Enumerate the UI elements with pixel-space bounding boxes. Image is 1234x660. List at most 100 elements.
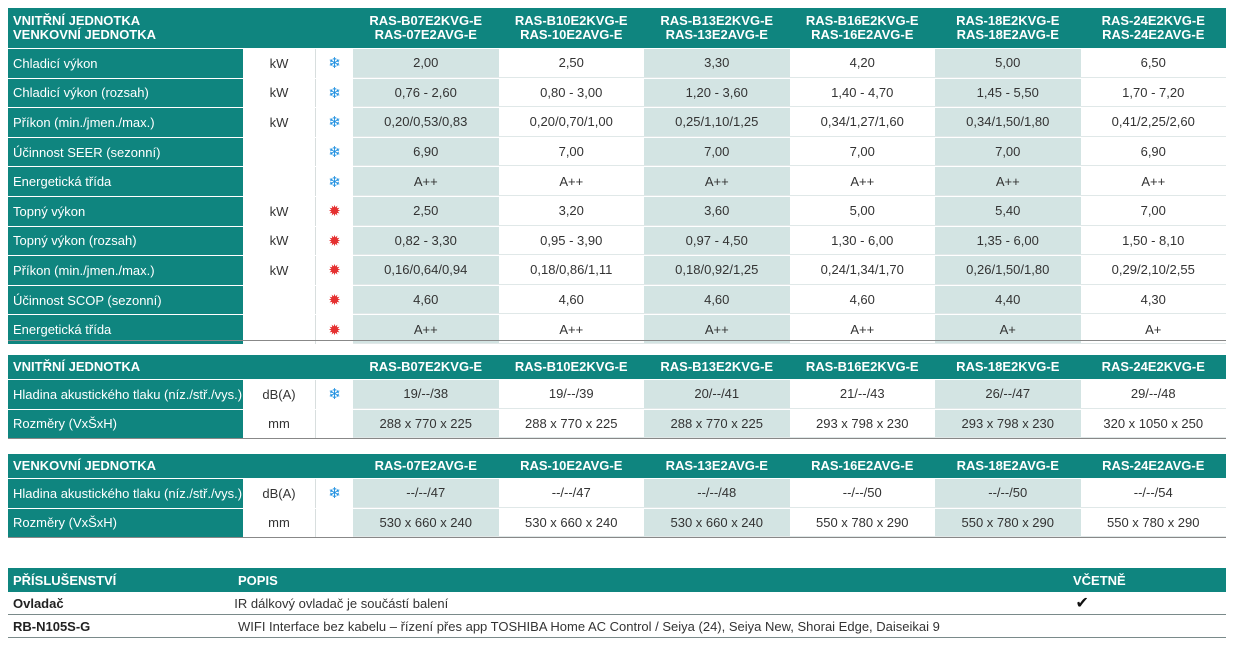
row-label: Účinnost SEER (sezonní) xyxy=(8,137,243,167)
model-header: RAS-18E2AVG-E xyxy=(956,458,1059,473)
value-cell: 6,90 xyxy=(353,137,499,167)
value-cell: --/--/48 xyxy=(644,479,790,508)
row-label: Chladicí výkon xyxy=(8,49,243,78)
value-cell: 1,35 - 6,00 xyxy=(935,226,1081,256)
empty-icon-cell xyxy=(316,508,353,537)
value-cell: 4,60 xyxy=(644,285,790,315)
table-header: VNITŘNÍ JEDNOTKA RAS-B07E2KVG-E RAS-B10E… xyxy=(8,355,1226,380)
value-cell: --/--/50 xyxy=(935,479,1081,508)
snowflake-icon: ❄ xyxy=(316,479,353,508)
value-cell: 2,50 xyxy=(498,49,644,78)
value-cell: 288 x 770 x 225 xyxy=(644,409,790,438)
model-header: RAS-B07E2KVG-E xyxy=(369,359,483,374)
row-label: Hladina akustického tlaku (níz./stř./vys… xyxy=(8,380,243,409)
header-outdoor-label: VENKOVNÍ JEDNOTKA xyxy=(13,458,157,473)
model-header: RAS-B16E2KVG-E RAS-16E2AVG-E xyxy=(805,13,919,42)
row-label: Rozměry (VxŠxH) xyxy=(8,409,243,438)
snowflake-icon: ❄ xyxy=(316,78,353,108)
value-cell: --/--/47 xyxy=(353,479,499,508)
value-cell: 1,30 - 6,00 xyxy=(789,227,935,256)
value-cell: 320 x 1050 x 250 xyxy=(1080,410,1226,438)
value-cell: 0,18/0,86/1,11 xyxy=(498,256,644,285)
accessory-row: Ovladač IR dálkový ovladač je součástí b… xyxy=(8,592,1226,615)
empty-icon-cell xyxy=(316,409,353,438)
model-header: RAS-B10E2KVG-E xyxy=(514,359,628,374)
accessory-name: RB-N105S-G xyxy=(13,618,91,634)
spec-row: Příkon (min./jmen./max.) kW ✹ 0,16/0,64/0,9… xyxy=(8,256,1226,286)
value-cell: 0,29/2,10/2,55 xyxy=(1080,256,1226,285)
model-header: RAS-18E2KVG-E xyxy=(956,359,1060,374)
spec-row: Příkon (min./jmen./max.) kW ❄ 0,20/0,53/0,8… xyxy=(8,108,1226,138)
value-cell: 4,30 xyxy=(1080,286,1226,315)
value-cell: 1,70 - 7,20 xyxy=(1080,79,1226,108)
check-icon: ✔ xyxy=(1075,595,1089,612)
value-cell: 530 x 660 x 240 xyxy=(644,508,790,537)
value-cell: 0,16/0,64/0,94 xyxy=(353,256,499,285)
model-header: RAS-B07E2KVG-E RAS-07E2AVG-E xyxy=(369,13,483,42)
value-cell: 7,00 xyxy=(1080,197,1226,226)
row-unit: kW xyxy=(243,78,316,108)
value-cell: 288 x 770 x 225 xyxy=(498,410,644,438)
model-header: RAS-24E2KVG-E xyxy=(1101,359,1205,374)
value-cell: 21/--/43 xyxy=(789,380,935,409)
value-cell: 7,00 xyxy=(498,138,644,167)
spec-row: Účinnost SCOP (sezonní) ✹ 4,60 4,60 4,60 4,60… xyxy=(8,285,1226,316)
spec-row: Chladicí výkon (rozsah) kW ❄ 0,76 - 2,60 0,8… xyxy=(8,78,1226,109)
accessory-name: Ovladač xyxy=(13,595,64,611)
value-cell: 550 x 780 x 290 xyxy=(935,508,1081,537)
snowflake-icon: ❄ xyxy=(316,108,353,137)
row-label: Chladicí výkon (rozsah) xyxy=(8,78,243,108)
spec-table-main: VNITŘNÍ JEDNOTKA VENKOVNÍ JEDNOTKA RAS-B… xyxy=(8,8,1226,345)
value-cell: 550 x 780 x 290 xyxy=(789,509,935,537)
accessory-desc: WIFI Interface bez kabelu – řízení přes … xyxy=(238,618,940,634)
header-outdoor-label: VENKOVNÍ JEDNOTKA xyxy=(13,27,157,42)
row-label: Příkon (min./jmen./max.) xyxy=(8,108,243,137)
row-unit: kW xyxy=(243,226,316,256)
value-cell: A++ xyxy=(353,167,499,196)
row-unit xyxy=(243,137,316,167)
row-unit: kW xyxy=(243,108,316,137)
value-cell: 550 x 780 x 290 xyxy=(1080,509,1226,537)
sun-icon: ✹ xyxy=(316,196,353,226)
value-cell: A++ xyxy=(353,315,499,344)
value-cell: 20/--/41 xyxy=(644,380,790,409)
row-label: Příkon (min./jmen./max.) xyxy=(8,256,243,285)
spec-row: Topný výkon (rozsah) kW ✹ 0,82 - 3,30 0,95 -… xyxy=(8,226,1226,257)
row-label: Energetická třída xyxy=(8,315,243,344)
sun-icon: ✹ xyxy=(316,285,353,315)
value-cell: 0,41/2,25/2,60 xyxy=(1080,108,1226,137)
value-cell: 0,25/1,10/1,25 xyxy=(644,108,790,137)
value-cell: 4,40 xyxy=(935,285,1081,315)
table-header: VNITŘNÍ JEDNOTKA VENKOVNÍ JEDNOTKA RAS-B… xyxy=(8,8,1226,49)
spec-table-outdoor: VENKOVNÍ JEDNOTKA RAS-07E2AVG-E RAS-10E2… xyxy=(8,454,1226,538)
table-header: VENKOVNÍ JEDNOTKA RAS-07E2AVG-E RAS-10E2… xyxy=(8,454,1226,479)
value-cell: 6,90 xyxy=(1080,138,1226,167)
value-cell: 3,30 xyxy=(644,49,790,78)
value-cell: A++ xyxy=(789,315,935,344)
model-header: RAS-B16E2KVG-E xyxy=(805,359,919,374)
value-cell: 0,97 - 4,50 xyxy=(644,226,790,256)
value-cell: 7,00 xyxy=(935,137,1081,167)
snowflake-icon: ❄ xyxy=(316,167,353,196)
row-unit xyxy=(243,167,316,196)
value-cell: 4,20 xyxy=(789,49,935,78)
value-cell: A+ xyxy=(935,315,1081,344)
accessory-col-header: PŘÍSLUŠENSTVÍ xyxy=(13,572,117,588)
row-label: Hladina akustického tlaku (níz./stř./vys… xyxy=(8,479,243,508)
row-unit: mm xyxy=(243,409,316,438)
value-cell: --/--/50 xyxy=(789,479,935,508)
value-cell: A+ xyxy=(1080,315,1226,344)
model-header: RAS-24E2AVG-E xyxy=(1102,458,1205,473)
value-cell: 0,76 - 2,60 xyxy=(353,78,499,108)
value-cell: 4,60 xyxy=(353,285,499,315)
value-cell: 6,50 xyxy=(1080,49,1226,78)
model-header: RAS-07E2AVG-E xyxy=(374,458,477,473)
value-cell: 0,34/1,27/1,60 xyxy=(789,108,935,137)
description-col-header: POPIS xyxy=(238,572,278,588)
value-cell: A++ xyxy=(644,315,790,344)
value-cell: --/--/47 xyxy=(498,479,644,508)
row-unit: kW xyxy=(243,49,316,78)
row-unit: dB(A) xyxy=(243,479,316,508)
value-cell: A++ xyxy=(498,315,644,344)
row-unit: kW xyxy=(243,256,316,285)
